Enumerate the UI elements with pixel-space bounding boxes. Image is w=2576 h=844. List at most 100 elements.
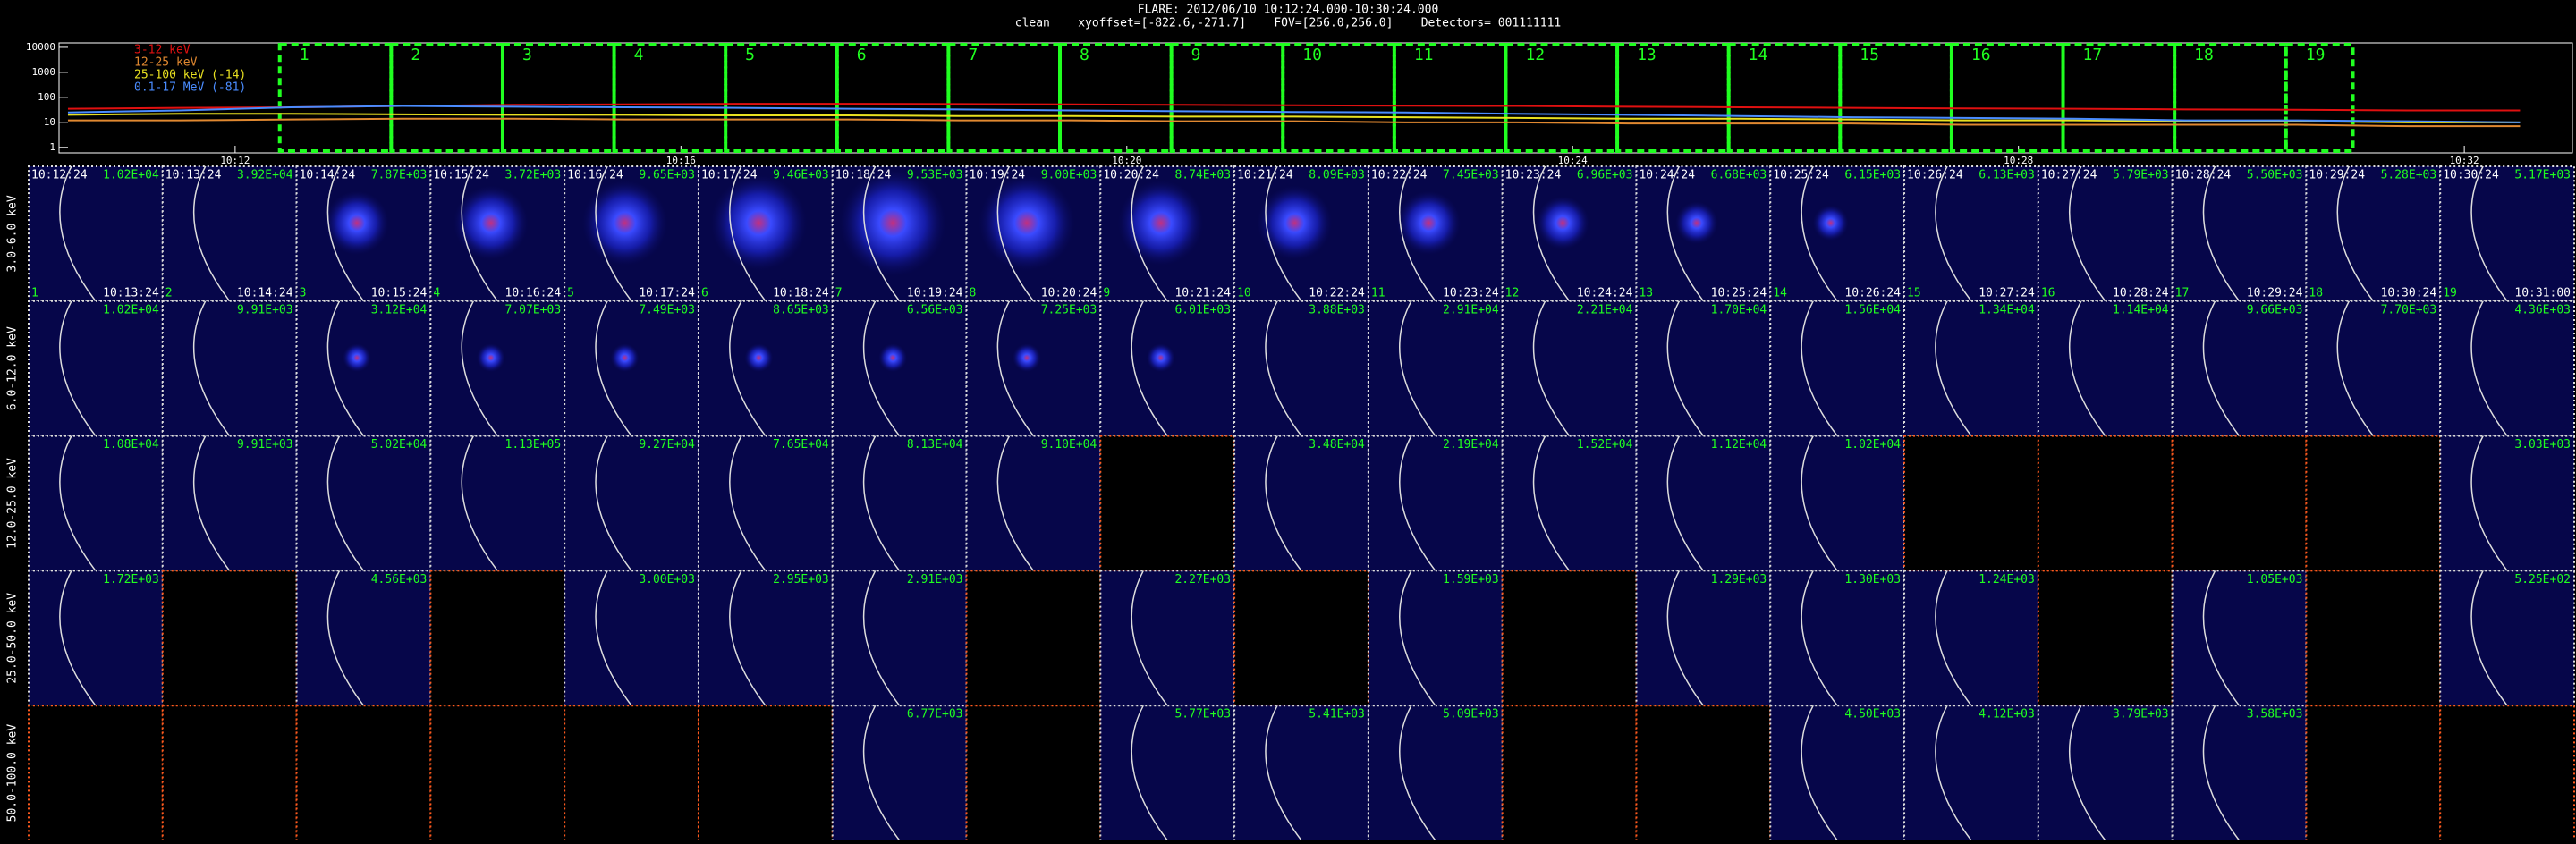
limb-curve [1131,705,1168,841]
limb-curve [1532,165,1571,302]
image-cell [28,300,164,437]
source-blob [1396,190,1462,256]
image-cell [697,435,834,572]
source-blob [1117,180,1204,266]
max-value: 1.72E+03 [103,573,159,587]
start-time: 10:26:24 [1907,169,1963,182]
image-cell [2439,165,2575,302]
limb-curve [996,300,1035,437]
limb-curve [1399,435,1436,571]
max-value: 7.25E+03 [1041,303,1097,316]
limb-curve [2068,705,2106,841]
limb-curve [1935,570,1972,706]
limb-curve [461,435,498,571]
max-value: 1.12E+04 [1711,438,1767,452]
image-cell [2171,300,2308,437]
max-value: 5.09E+03 [1443,708,1499,722]
image-cell [1233,705,1369,842]
x-tick-label: 10:32 [2450,155,2479,166]
empty-cell [1501,705,1638,842]
limb-curve [1265,300,1302,437]
max-value: 3.72E+03 [505,169,562,182]
cell-index: 8 [970,286,977,300]
source-blob [839,169,947,277]
image-cell [1367,435,1504,572]
interval-label: 15 [1860,46,1879,64]
image-cell [2439,570,2575,707]
limb-curve [1131,570,1168,706]
end-time: 10:27:24 [1979,286,2035,300]
limb-curve [729,300,767,437]
interval-label: 5 [745,46,755,64]
end-time: 10:19:24 [907,286,963,300]
max-value: 2.19E+04 [1443,438,1499,452]
empty-cell [429,705,566,842]
max-value: 7.49E+03 [639,303,695,316]
image-cell [28,570,164,707]
header-title: FLARE: 2012/06/10 10:12:24.000-10:30:24.… [1138,4,1439,17]
image-cell [965,435,1102,572]
interval-box [1169,43,1285,153]
source-blob [1674,201,1718,245]
y-tick-label: 1000 [32,66,56,78]
interval-box [1949,43,2065,153]
image-cell [1367,570,1504,707]
image-cell [2037,705,2174,842]
limb-curve [1265,165,1302,302]
max-value: 9.10E+04 [1041,438,1097,452]
interval-label: 10 [1302,46,1322,64]
max-value: 5.28E+03 [2381,169,2437,182]
image-cell [295,570,432,707]
cell-index: 10 [1237,286,1251,300]
interval-box [1504,43,1620,153]
image-cell [831,705,968,842]
cell-index: 9 [1103,286,1110,300]
end-time: 10:17:24 [639,286,695,300]
max-value: 9.65E+03 [639,169,695,182]
limb-curve [1399,300,1436,437]
empty-cell [965,705,1102,842]
cell-index: 17 [2175,286,2190,300]
max-value: 6.56E+03 [907,303,963,316]
source-blob [1257,185,1333,261]
interval-box [389,43,504,153]
empty-cell [965,570,1102,707]
interval-box [2284,43,2355,153]
max-value: 3.12E+04 [371,303,428,316]
limb-curve [1265,435,1302,571]
image-cell [1903,705,2039,842]
image-cell [1099,705,1236,842]
limb-curve [729,165,767,302]
legend-entry: 3-12 keV [134,44,191,57]
limb-curve [1532,435,1571,571]
empty-cell [1233,570,1369,707]
max-value: 5.25E+02 [2514,573,2571,587]
empty-cell [161,705,298,842]
empty-cell [2305,705,2442,842]
limb-curve [2068,300,2106,437]
source-blob [581,180,668,266]
limb-curve [1935,705,1972,841]
max-value: 6.13E+03 [1979,169,2035,182]
max-value: 3.00E+03 [639,573,695,587]
cell-index: 4 [433,286,440,300]
max-value: 9.91E+03 [237,303,293,316]
image-cell [831,570,968,707]
interval-label: 6 [857,46,867,64]
image-cell [429,435,566,572]
end-time: 10:13:24 [103,286,159,300]
limb-curve [1399,165,1436,302]
limb-curve [1131,165,1168,302]
max-value: 7.87E+03 [371,169,428,182]
max-value: 7.65E+04 [773,438,829,452]
empty-cell [564,705,699,842]
interval-label: 3 [522,46,532,64]
y-tick-label: 1 [49,141,55,153]
max-value: 2.95E+03 [773,573,829,587]
end-time: 10:14:24 [237,286,293,300]
empty-cell [2305,435,2442,572]
end-time: 10:25:24 [1711,286,1767,300]
limb-curve [461,165,498,302]
end-time: 10:16:24 [505,286,562,300]
max-value: 1.24E+03 [1979,573,2035,587]
